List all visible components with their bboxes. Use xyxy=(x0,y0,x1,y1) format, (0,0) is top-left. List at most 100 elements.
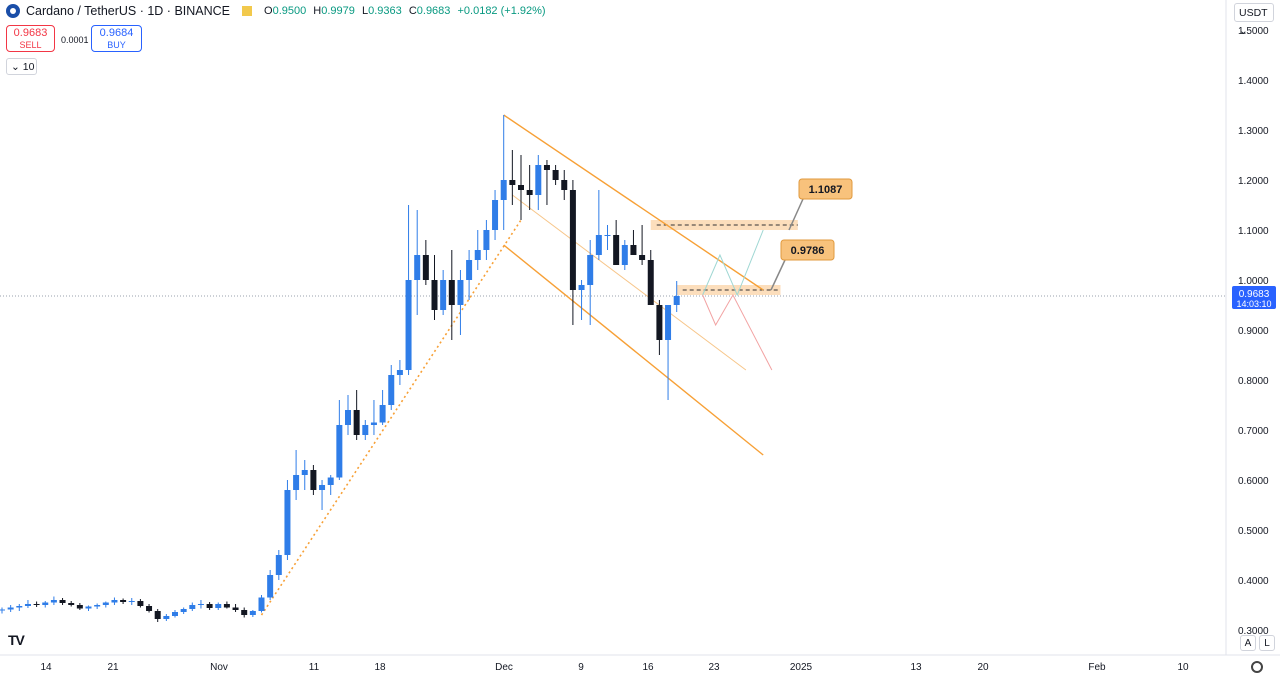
candle-body-37 xyxy=(319,485,326,490)
candle-body-21 xyxy=(180,609,187,612)
volume-toggle[interactable]: ⌄ 10 xyxy=(6,58,37,75)
x-tick-label-12: Feb xyxy=(1088,662,1106,673)
y-tick-label-6: 0.9000 xyxy=(1238,326,1269,337)
candle-body-26 xyxy=(223,604,230,608)
candle-body-54 xyxy=(466,260,473,280)
ohlc-low-key: L xyxy=(361,5,369,17)
x-tick-label-4: 18 xyxy=(374,662,386,673)
candle-body-2 xyxy=(16,606,23,608)
candle-body-18 xyxy=(154,611,161,619)
candle-body-40 xyxy=(345,410,351,425)
ohlc-high-value: 0.9979 xyxy=(321,5,355,17)
candle-body-23 xyxy=(197,604,204,605)
candle-body-33 xyxy=(284,490,291,555)
x-tick-label-3: 11 xyxy=(309,662,320,673)
x-tick-label-13: 10 xyxy=(1177,662,1189,673)
x-tick-label-6: 9 xyxy=(578,662,584,673)
ohlc-low-value: 0.9363 xyxy=(368,5,402,17)
candle-body-49 xyxy=(422,255,429,280)
bullish-projection-arrow xyxy=(702,229,764,297)
tradingview-logo-icon: TV xyxy=(8,632,25,648)
channel-line-upper xyxy=(503,114,764,291)
flag-icon[interactable] xyxy=(242,6,253,16)
candle-body-36 xyxy=(310,470,317,490)
currency-selector[interactable]: USDT ⌄ xyxy=(1234,3,1274,37)
candle-body-46 xyxy=(396,370,403,375)
ohlc-readout: O0.9500 H0.9979 L0.9363 C0.9683 +0.0182 … xyxy=(264,5,550,17)
callout-box-upper xyxy=(798,178,853,200)
sell-button[interactable]: 0.9683 SELL xyxy=(6,25,55,52)
candle-body-78 xyxy=(673,296,680,305)
gear-icon[interactable] xyxy=(1251,661,1263,673)
candle-body-6 xyxy=(50,600,57,603)
candle-body-76 xyxy=(656,305,663,340)
candle-body-19 xyxy=(163,616,170,619)
candle-body-64 xyxy=(552,170,559,180)
candle-body-38 xyxy=(327,477,334,485)
candle-body-72 xyxy=(621,245,628,265)
supply-zone-0 xyxy=(650,220,798,230)
candle-body-9 xyxy=(76,605,83,609)
symbol-title[interactable]: Cardano / TetherUS · 1D · BINANCE xyxy=(26,4,231,18)
candle-body-34 xyxy=(293,475,300,490)
buy-price: 0.9684 xyxy=(99,27,134,39)
candle-body-74 xyxy=(639,255,646,260)
x-tick-label-10: 13 xyxy=(910,662,922,673)
callout-pointer-lower xyxy=(770,259,786,291)
candle-body-4 xyxy=(33,604,40,605)
x-tick-label-8: 23 xyxy=(708,662,720,673)
sell-price: 0.9683 xyxy=(13,27,48,39)
ohlc-close-value: 0.9683 xyxy=(416,5,451,17)
callout-box-lower xyxy=(780,239,835,261)
y-tick-label-8: 1.1000 xyxy=(1238,226,1269,237)
callout-pointer-upper xyxy=(788,198,804,231)
candle-body-59 xyxy=(509,180,516,185)
candle-body-63 xyxy=(543,165,550,170)
candle-body-25 xyxy=(215,604,222,608)
candle-body-55 xyxy=(474,250,481,260)
channel-midline xyxy=(512,194,747,371)
candle-body-45 xyxy=(388,375,395,405)
candle-body-52 xyxy=(448,280,455,305)
buy-label: BUY xyxy=(107,40,126,50)
chevron-down-icon: ⌄ xyxy=(1239,25,1248,37)
x-tick-label-2: Nov xyxy=(210,662,228,673)
auto-scale-button[interactable]: A xyxy=(1240,635,1256,651)
candle-body-60 xyxy=(518,185,524,190)
candle-body-73 xyxy=(630,245,637,255)
candle-body-17 xyxy=(146,606,153,611)
candle-body-43 xyxy=(370,422,377,425)
channel-line-lower xyxy=(503,244,764,456)
callout-label-upper: 1.1087 xyxy=(809,184,843,196)
candle-body-42 xyxy=(362,425,369,435)
x-tick-label-9: 2025 xyxy=(790,662,813,673)
candle-body-22 xyxy=(189,605,196,609)
log-scale-button[interactable]: L xyxy=(1259,635,1275,651)
y-tick-label-1: 0.4000 xyxy=(1238,576,1269,587)
y-tick-label-0: 0.3000 xyxy=(1238,626,1269,637)
chart-header: Cardano / TetherUS · 1D · BINANCE O0.950… xyxy=(6,4,550,18)
buy-button[interactable]: 0.9684 BUY xyxy=(91,25,142,52)
candle-body-71 xyxy=(613,235,620,265)
candle-body-62 xyxy=(535,165,542,195)
candle-body-70 xyxy=(604,235,611,236)
candle-body-20 xyxy=(172,612,178,616)
candle-body-48 xyxy=(414,255,421,280)
candle-body-27 xyxy=(232,607,239,610)
y-tick-label-7: 1.0000 xyxy=(1238,276,1269,287)
ohlc-close-key: C xyxy=(408,5,417,17)
candle-body-14 xyxy=(120,600,127,602)
candle-body-31 xyxy=(267,575,274,598)
bearish-projection-arrow xyxy=(702,293,773,371)
ohlc-open-value: 0.9500 xyxy=(272,5,307,17)
candle-body-7 xyxy=(59,600,66,603)
candle-body-11 xyxy=(94,605,101,607)
candle-body-10 xyxy=(85,606,92,609)
y-tick-label-3: 0.6000 xyxy=(1238,476,1269,487)
volume-toggle-label: 10 xyxy=(22,61,35,73)
cardano-logo-icon xyxy=(6,4,20,18)
candle-body-57 xyxy=(492,200,499,230)
candle-body-1 xyxy=(7,607,14,610)
ohlc-high-key: H xyxy=(313,5,322,17)
